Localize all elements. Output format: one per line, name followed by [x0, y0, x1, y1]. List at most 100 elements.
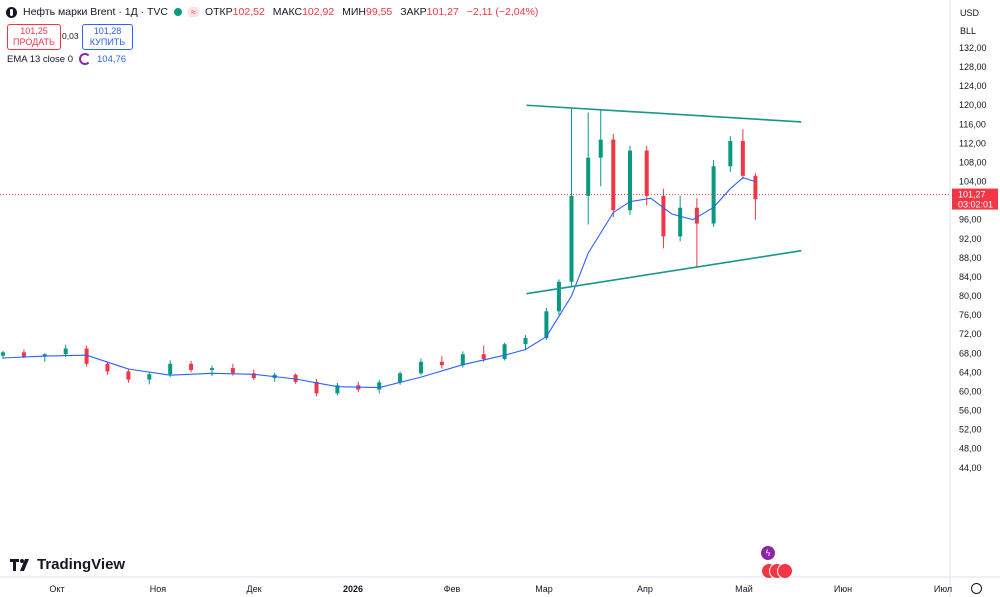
- price-tick: 128,00: [959, 62, 987, 72]
- loading-icon: [79, 53, 92, 65]
- candle-body: [419, 361, 423, 374]
- last-price-value: 101,27: [958, 190, 986, 200]
- candle-body: [251, 373, 256, 379]
- last-price-countdown: 03:02:01: [958, 200, 993, 210]
- candle-body: [523, 338, 528, 345]
- market-status-icon: [174, 8, 183, 16]
- candle-body: [335, 385, 340, 394]
- candle-body: [314, 381, 319, 394]
- price-tick: 104,00: [959, 177, 987, 187]
- price-tick: 60,00: [959, 386, 982, 396]
- candle-body: [481, 354, 486, 360]
- time-tick: 2026: [343, 584, 363, 594]
- tradingview-logo: TradingView: [10, 556, 125, 573]
- price-tick: 68,00: [959, 348, 982, 358]
- candle-body: [678, 207, 683, 237]
- candle-body: [611, 139, 616, 211]
- candle-body: [147, 374, 152, 380]
- price-tick: 72,00: [959, 329, 982, 339]
- buy-button[interactable]: 101,28 КУПИТЬ: [82, 24, 133, 50]
- candle-body: [728, 141, 733, 167]
- candle-body: [711, 166, 716, 224]
- compare-icon[interactable]: ≈: [188, 7, 199, 17]
- candle-body: [1, 352, 5, 356]
- price-tick: 52,00: [959, 425, 982, 435]
- time-tick: Июн: [834, 584, 852, 594]
- ema-legend[interactable]: EMA 13 close 0 104,76: [7, 53, 126, 65]
- symbol-logo-icon: [6, 6, 17, 18]
- ema-line: [2, 177, 756, 389]
- price-tick: 116,00: [959, 119, 986, 129]
- price-tick: 112,00: [959, 138, 986, 148]
- symbol-header: Нефть марки Brent · 1Д · TVC ≈ ОТКР102,5…: [6, 6, 538, 18]
- time-tick: Фев: [444, 584, 461, 594]
- candle-body: [460, 354, 465, 366]
- ema-value: 104,76: [97, 53, 127, 65]
- trendlines: [526, 104, 802, 295]
- candle-body: [63, 348, 68, 355]
- time-tick: Июл: [934, 584, 952, 594]
- candles: [1, 107, 758, 397]
- candle-body: [740, 141, 745, 176]
- unit-selector[interactable]: BLL: [960, 26, 977, 36]
- price-tick: 88,00: [959, 253, 982, 263]
- currency-selector[interactable]: USD: [960, 8, 980, 18]
- candle-body: [84, 348, 89, 364]
- candle-body: [398, 373, 403, 383]
- candle-body: [293, 374, 298, 382]
- time-tick: Окт: [49, 584, 64, 594]
- candle-body: [21, 352, 26, 357]
- price-tick: 120,00: [959, 100, 987, 110]
- time-tick: Дек: [246, 584, 261, 594]
- candle-body: [189, 363, 194, 370]
- candle-body: [644, 150, 649, 196]
- time-axis: Окт Ноя Дек 2026 Фев Мар Апр Май Июн Июл: [49, 584, 952, 594]
- symbol-title[interactable]: Нефть марки Brent · 1Д · TVC: [23, 6, 169, 18]
- trend-line: [526, 249, 802, 295]
- price-tick: 76,00: [959, 310, 982, 320]
- candle-body: [105, 363, 110, 372]
- candle-body: [544, 311, 549, 339]
- last-price-label: 101,27 03:02:01: [952, 188, 998, 210]
- candle-body: [230, 368, 235, 374]
- price-tick: 56,00: [959, 406, 982, 416]
- price-tick: 80,00: [959, 291, 982, 301]
- lightning-icon[interactable]: ϟ: [761, 546, 775, 560]
- candle-body: [502, 344, 507, 360]
- candle-body: [586, 157, 591, 196]
- candle-body: [439, 361, 444, 366]
- candle-body: [42, 354, 47, 357]
- candle-body: [126, 371, 131, 380]
- candle-body: [377, 382, 382, 390]
- sell-button[interactable]: 101,25 ПРОДАТЬ: [7, 24, 61, 50]
- buy-label: КУПИТЬ: [89, 37, 126, 47]
- candle-body: [556, 281, 561, 312]
- price-tick: 96,00: [959, 215, 982, 225]
- candle-body: [569, 195, 574, 282]
- time-tick: Апр: [637, 584, 653, 594]
- ema-label: EMA 13 close 0: [7, 53, 74, 65]
- price-tick: 48,00: [959, 444, 982, 454]
- candle-body: [628, 150, 632, 211]
- time-tick: Май: [735, 584, 753, 594]
- tradingview-logo-icon: [10, 558, 29, 571]
- candle-body: [753, 175, 758, 200]
- price-tick: 64,00: [959, 367, 982, 377]
- buy-price: 101,28: [93, 26, 122, 36]
- price-tick: 84,00: [959, 272, 982, 282]
- candle-body: [210, 368, 214, 370]
- events-flag-icon[interactable]: [777, 563, 793, 579]
- time-tick: Мар: [535, 584, 553, 594]
- settings-icon[interactable]: [971, 583, 982, 594]
- price-tick: 132,00: [959, 43, 987, 53]
- candle-body: [598, 139, 603, 158]
- price-tick: 124,00: [959, 81, 987, 91]
- brand-name: TradingView: [37, 556, 126, 573]
- price-axis: 132,00 128,00 124,00 120,00 116,00 112,00 108,…: [959, 43, 987, 473]
- price-tick: 108,00: [959, 157, 987, 167]
- price-tick: 44,00: [959, 463, 982, 473]
- time-tick: Ноя: [150, 584, 167, 594]
- ohlc-values: ОТКР102,52 МАКС102,92 МИН99,55 ЗАКР101,2…: [204, 6, 539, 18]
- trend-line: [526, 104, 802, 123]
